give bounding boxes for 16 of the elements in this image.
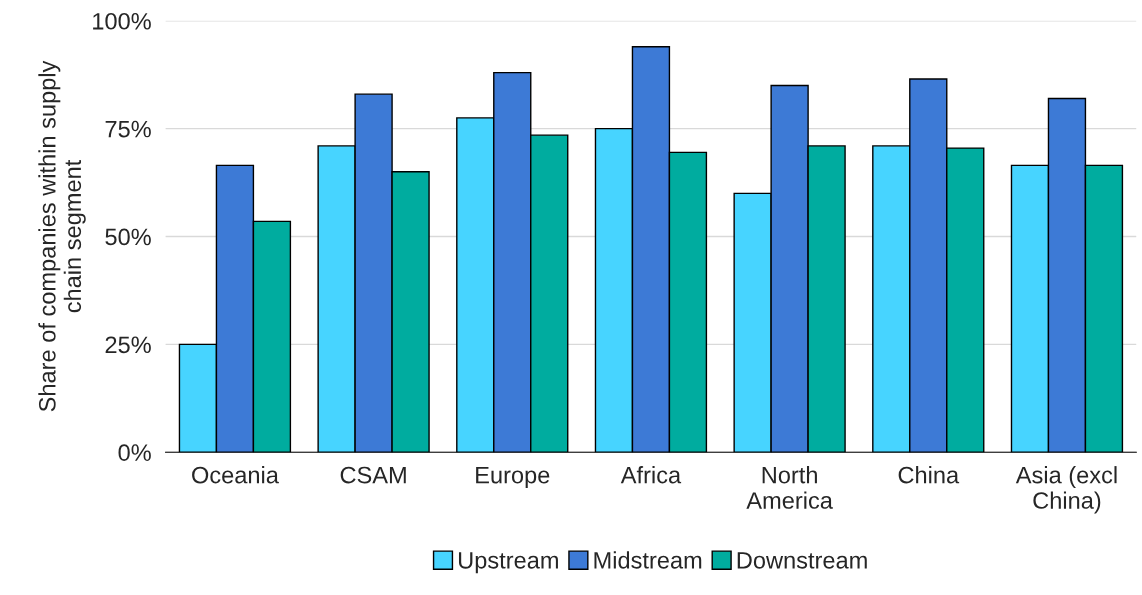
x-tick-label: Oceania [192, 466, 279, 484]
y-tick-label: 0% [118, 444, 151, 461]
x-tick-label: Europe [476, 466, 550, 489]
x-tick-label: Africa [620, 466, 682, 484]
x-tick-label: CSAM [340, 466, 406, 484]
legend-label: Midstream [594, 551, 702, 569]
y-tick-label: 25% [105, 336, 151, 354]
y-tick-label: 50% [105, 228, 151, 246]
x-tick-label: Asia (excl China) [1015, 466, 1117, 514]
legend-label: Upstream [458, 552, 558, 574]
legend-label: Downstream [737, 552, 867, 569]
y-axis-title: Share of companies within supply chain segment [38, 60, 86, 412]
y-tick-label: 100% [93, 12, 151, 30]
x-tick-label: China [898, 466, 960, 484]
x-tick-label: North America [746, 466, 833, 509]
y-tick-label: 75% [105, 120, 151, 138]
